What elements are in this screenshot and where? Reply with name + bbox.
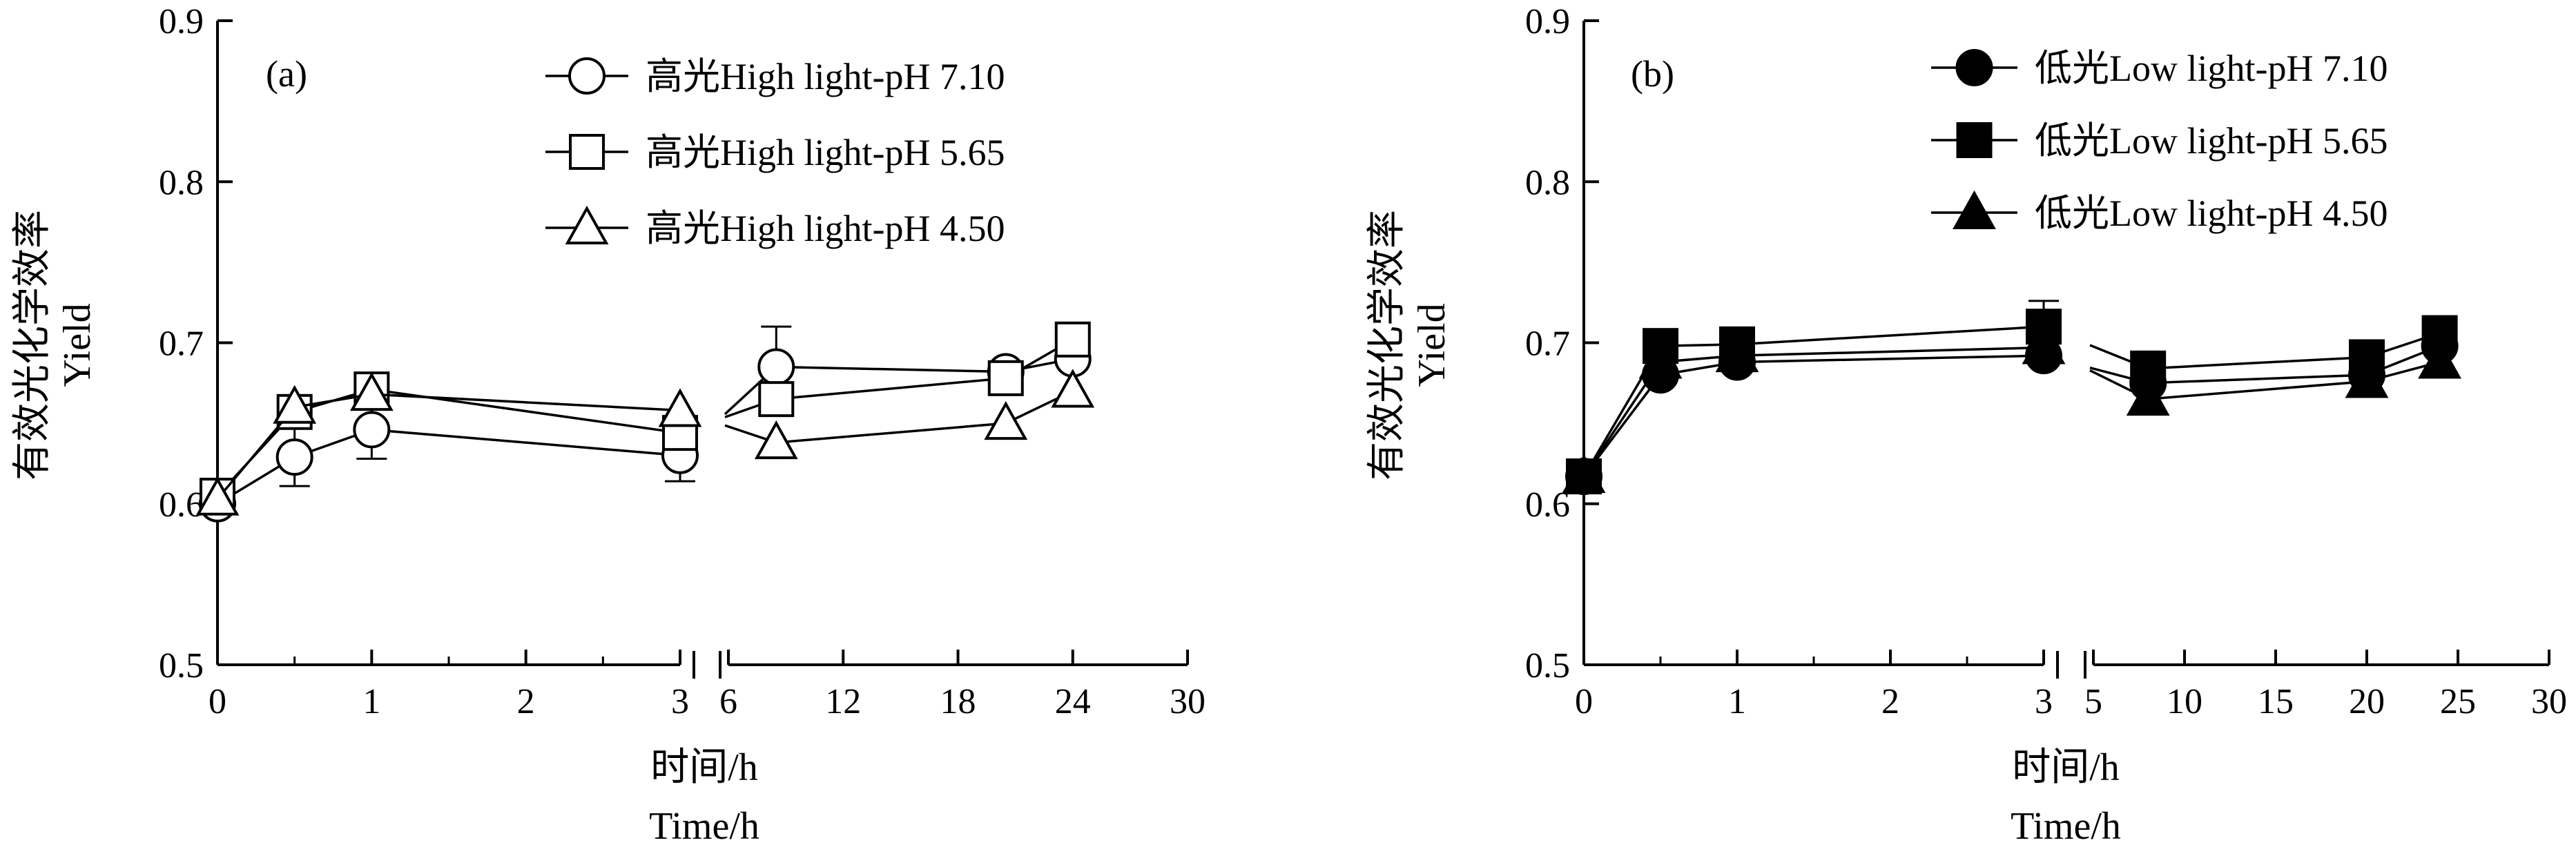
y-tick-label: 0.9 — [159, 2, 204, 41]
y-tick-label: 0.7 — [159, 324, 204, 364]
legend-label: 低光Low light-pH 7.10 — [2035, 48, 2388, 89]
x-tick-label: 15 — [2258, 682, 2294, 721]
data-point — [1054, 321, 1091, 358]
y-axis-label-line: 有效光化学效率 — [1366, 210, 1408, 480]
data-point — [273, 385, 317, 424]
y-tick-label: 0.5 — [159, 646, 204, 685]
y-tick-label: 0.6 — [159, 485, 204, 525]
y-axis-label: 有效光化学效率 Yield — [1366, 210, 1453, 480]
data-point — [1638, 340, 1683, 379]
x-tick-label: 2 — [1881, 682, 1899, 721]
data-point — [758, 381, 795, 418]
legend-label: 高光High light-pH 4.50 — [646, 208, 1005, 249]
x-tick-label: 1 — [362, 682, 380, 721]
x-tick-label: 24 — [1055, 682, 1091, 721]
x-tick-label: 0 — [1575, 682, 1593, 721]
legend-marker — [569, 134, 605, 170]
y-axis-label-line: Yield — [56, 303, 99, 387]
series-1 — [199, 325, 1092, 523]
x-tick-label: 10 — [2167, 682, 2202, 721]
data-point — [2345, 359, 2389, 398]
legend-marker — [568, 57, 606, 95]
y-tick-label: 0.7 — [1525, 324, 1570, 364]
legend-label: 高光High light-pH 5.65 — [646, 132, 1005, 173]
y-axis-label-line: 有效光化学效率 — [11, 210, 54, 480]
y-tick-label: 0.5 — [1525, 646, 1570, 685]
legend-marker — [1953, 190, 1996, 229]
data-point — [349, 372, 394, 411]
legend-marker — [565, 205, 609, 244]
data-point — [984, 401, 1028, 440]
data-point — [353, 411, 391, 449]
legend-label: 低光Low light-pH 5.65 — [2035, 120, 2388, 162]
series-line — [216, 393, 681, 500]
x-tick-label: 5 — [2084, 682, 2102, 721]
data-point — [757, 348, 795, 386]
y-tick-label: 0.8 — [159, 163, 204, 202]
x-tick-label: 18 — [940, 682, 976, 721]
x-tick-label: 3 — [671, 682, 689, 721]
x-tick-label: 20 — [2349, 682, 2385, 721]
x-tick-label: 12 — [825, 682, 861, 721]
legend-entry: 高光High light-pH 5.65 — [545, 132, 1005, 173]
series-line — [1582, 346, 2044, 478]
x-axis-label-line: 时间/h — [2012, 746, 2120, 789]
legend-entry: 低光Low light-pH 5.65 — [1931, 120, 2388, 162]
series-3 — [195, 369, 1095, 516]
series-2 — [200, 321, 1091, 514]
legend-label: 低光Low light-pH 4.50 — [2035, 193, 2388, 234]
data-point — [1715, 333, 1759, 373]
series-1 — [1565, 327, 2459, 496]
data-point — [987, 360, 1024, 396]
legend-entry: 高光High light-pH 7.10 — [545, 56, 1005, 97]
x-tick-label: 1 — [1728, 682, 1746, 721]
x-tick-label: 25 — [2440, 682, 2476, 721]
series-3 — [1562, 325, 2462, 494]
legend-entry: 低光Low light-pH 4.50 — [1931, 190, 2388, 234]
x-axis-label-line: 时间/h — [650, 746, 758, 789]
series-line — [1582, 354, 2044, 478]
x-tick-label: 30 — [2531, 682, 2567, 721]
data-point — [2126, 377, 2170, 416]
x-tick-label: 0 — [209, 682, 226, 721]
data-point — [1051, 369, 1095, 408]
x-tick-label: 2 — [517, 682, 535, 721]
series-line — [1582, 325, 2044, 477]
panel-label: (b) — [1631, 53, 1674, 95]
series-line — [2148, 344, 2441, 385]
data-point — [1562, 454, 1606, 494]
y-axis-label-line: Yield — [1411, 303, 1453, 387]
legend-marker — [1955, 49, 1993, 86]
series-line — [217, 428, 681, 505]
data-point — [195, 476, 240, 516]
data-point — [658, 388, 702, 427]
data-point — [754, 420, 798, 460]
x-axis-label-line: Time/h — [2011, 805, 2121, 848]
y-tick-label: 0.8 — [1525, 163, 1570, 202]
legend-marker — [1956, 122, 1993, 158]
data-point — [2022, 325, 2066, 364]
legend-label: 高光High light-pH 7.10 — [646, 56, 1005, 97]
y-tick-label: 0.9 — [1525, 2, 1570, 41]
legend-entry: 高光High light-pH 4.50 — [545, 205, 1005, 249]
x-tick-label: 30 — [1170, 682, 1205, 721]
y-axis-label: 有效光化学效率 Yield — [11, 210, 99, 480]
data-point — [275, 438, 313, 476]
series-2 — [1566, 300, 2458, 495]
data-point — [2418, 340, 2462, 379]
legend-entry: 低光Low light-pH 7.10 — [1931, 48, 2388, 89]
data-point — [2130, 350, 2167, 387]
y-tick-label: 0.6 — [1525, 485, 1570, 525]
x-tick-label: 3 — [2035, 682, 2053, 721]
series-line — [776, 389, 1074, 444]
x-tick-label: 6 — [719, 682, 737, 721]
panel-label: (a) — [266, 53, 307, 95]
panel-b: 0.5 0.6 0.7 0.8 0.9 0 1 2 3 5 10 15 20 25 30 有效光化学效率 Yie… — [1366, 2, 2567, 848]
x-axis-label-line: Time/h — [649, 805, 759, 848]
